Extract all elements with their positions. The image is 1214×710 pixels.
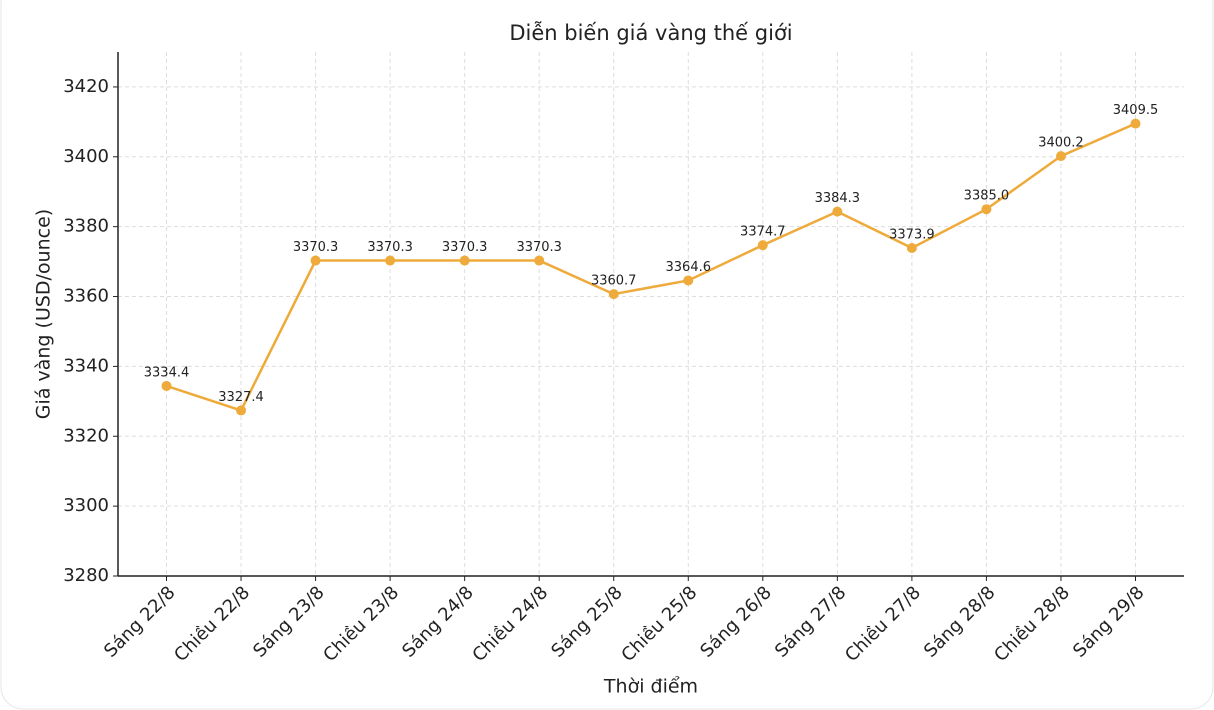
- y-axis-label: Giá vàng (USD/ounce): [33, 209, 55, 419]
- point: [1130, 118, 1141, 129]
- x-tick-label: Chiều 27/8: [841, 582, 925, 666]
- point: [906, 242, 917, 253]
- data-label: 3327.4: [218, 390, 264, 405]
- data-label: 3385.0: [964, 189, 1010, 204]
- point: [683, 275, 694, 286]
- y-tick-label: 3340: [63, 355, 109, 376]
- x-tick-label: Sáng 23/8: [249, 582, 329, 662]
- data-label: 3370.3: [516, 240, 562, 255]
- x-tick-label: Sáng 27/8: [771, 582, 851, 662]
- data-label: 3384.3: [815, 191, 861, 206]
- x-axis-label: Thời điểm: [603, 676, 698, 698]
- data-label: 3360.7: [591, 274, 637, 289]
- data-label: 3364.6: [666, 260, 712, 275]
- x-tick-label: Sáng 25/8: [547, 582, 627, 662]
- data-label: 3370.3: [442, 240, 488, 255]
- data-label: 3373.9: [889, 227, 935, 242]
- y-tick-label: 3280: [63, 565, 109, 586]
- point: [981, 204, 992, 215]
- y-tick-label: 3420: [63, 76, 109, 97]
- data-label: 3334.4: [144, 365, 190, 380]
- x-tick-label: Sáng 29/8: [1069, 582, 1149, 662]
- y-tick-label: 3360: [63, 286, 109, 307]
- point: [385, 255, 396, 266]
- point: [1055, 151, 1066, 162]
- x-tick-label: Chiều 24/8: [468, 582, 552, 666]
- line: [166, 122, 1136, 412]
- y-tick-label: 3300: [63, 495, 109, 516]
- y-tick-label: 3400: [63, 146, 109, 167]
- y-tick-label: 3320: [63, 425, 109, 446]
- data-label: 3400.2: [1038, 136, 1084, 151]
- data-label: 3409.5: [1113, 103, 1159, 118]
- data-label: 3370.3: [367, 240, 413, 255]
- point: [310, 255, 321, 266]
- x-tick-label: Chiều 22/8: [170, 582, 254, 666]
- chart-title: Diễn biến giá vàng thế giới: [509, 20, 792, 45]
- x-tick-label: Sáng 28/8: [920, 582, 1000, 662]
- point: [608, 289, 619, 300]
- x-tick-label: Sáng 22/8: [100, 582, 180, 662]
- x-tick-label: Chiều 28/8: [990, 582, 1074, 666]
- y-tick-label: 3380: [63, 216, 109, 237]
- x-tick-label: Chiều 23/8: [319, 582, 403, 666]
- x-tick-label: Sáng 26/8: [696, 582, 776, 662]
- data-label: 3374.7: [740, 225, 786, 240]
- x-tick-label: Chiều 25/8: [617, 582, 701, 666]
- data-label: 3370.3: [293, 240, 339, 255]
- point: [236, 405, 247, 416]
- point: [534, 255, 545, 266]
- x-tick-label: Sáng 24/8: [398, 582, 478, 662]
- point: [459, 255, 470, 266]
- point: [832, 206, 843, 217]
- point: [161, 380, 172, 391]
- point: [757, 240, 768, 251]
